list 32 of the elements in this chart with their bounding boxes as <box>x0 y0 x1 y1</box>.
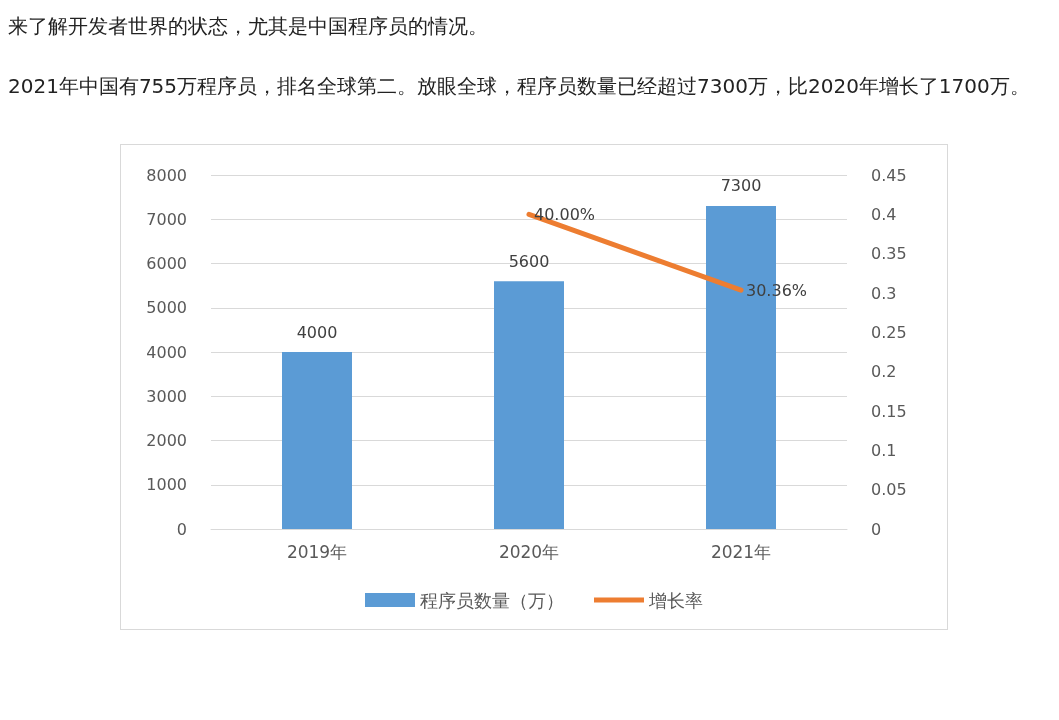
x-tick-label: 2021年 <box>710 541 772 562</box>
data-label: 40.00% <box>534 204 596 224</box>
x-tick-label: 2020年 <box>498 541 560 562</box>
y2-tick-label: 0.2 <box>871 362 897 382</box>
y-tick-label: 2000 <box>146 431 187 450</box>
data-label: 5600 <box>508 251 550 271</box>
y-tick-label: 0 <box>176 519 187 539</box>
text: 来了解开发者世界的状态，尤其是中国程序员的情况。 <box>8 13 489 40</box>
y2-tick-label: 0.3 <box>871 283 897 303</box>
y2-tick-label: 0 <box>871 519 882 539</box>
legend-label: 增长率 <box>648 589 703 611</box>
x-tick-label: 2019年 <box>286 541 348 562</box>
y-tick-label: 8000 <box>146 165 187 185</box>
y-tick-label: 6000 <box>146 254 187 273</box>
bar <box>282 352 352 529</box>
data-label: 7300 <box>720 176 762 196</box>
y-tick-label: 7000 <box>146 209 187 229</box>
y-tick-label: 5000 <box>146 298 187 318</box>
y2-tick-label: 0.35 <box>871 244 907 264</box>
y-tick-label: 4000 <box>146 342 187 362</box>
y2-tick-label: 0.4 <box>871 204 897 224</box>
y-tick-label: 3000 <box>146 386 187 406</box>
y2-tick-label: 0.05 <box>871 480 907 500</box>
y-tick-label: 1000 <box>146 475 187 495</box>
bar <box>494 281 564 529</box>
y2-tick-label: 0.1 <box>871 440 897 460</box>
data-label: 4000 <box>296 322 338 342</box>
text: 2021年中国有755万程序员，排名全球第二。放眼全球，程序员数量已经超过7300万，比2020年增长了1700万。 <box>8 73 1031 100</box>
y2-tick-label: 0.45 <box>871 165 907 185</box>
y2-tick-label: 0.25 <box>871 322 907 342</box>
legend-label: 程序员数量（万） <box>420 589 564 611</box>
y2-tick-label: 0.15 <box>871 401 907 421</box>
